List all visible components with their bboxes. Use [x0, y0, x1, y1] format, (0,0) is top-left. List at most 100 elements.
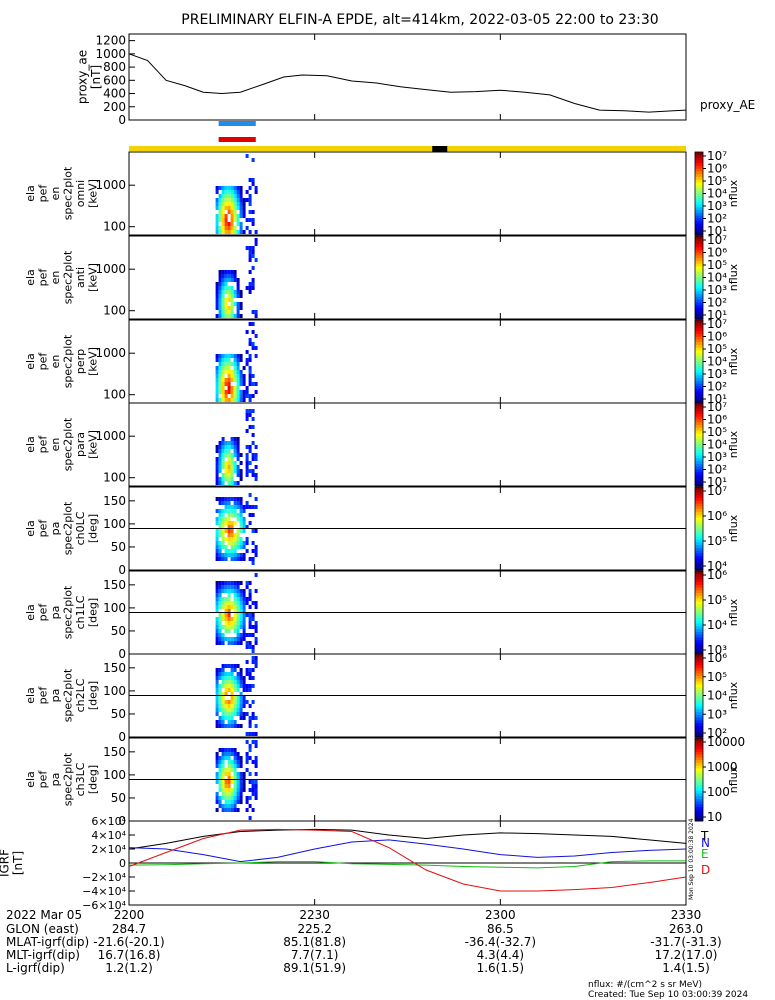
- spec-cell: [254, 186, 258, 190]
- colorbar-segment: [695, 450, 703, 454]
- spec-cell: [233, 386, 237, 390]
- spec-cell: [227, 700, 231, 704]
- colorbar-segment: [695, 687, 703, 691]
- spec-cell: [233, 226, 237, 230]
- spec-cell: [254, 724, 258, 728]
- spec-cell: [242, 617, 246, 621]
- spec-cell: [248, 286, 252, 290]
- spec-cell: [233, 210, 237, 214]
- spec-cell: [218, 696, 222, 700]
- spec-cell: [233, 684, 237, 688]
- spec-cell: [218, 517, 222, 521]
- spec-cell: [224, 449, 228, 453]
- colorbar-segment: [695, 358, 703, 362]
- spec-cell: [218, 186, 222, 190]
- spec-cell: [215, 314, 219, 318]
- spec-cell: [233, 708, 237, 712]
- colorbar-segment: [695, 776, 703, 780]
- colorbar-segment: [695, 765, 703, 769]
- colorbar-segment: [695, 601, 703, 605]
- colorbar-segment: [695, 221, 703, 225]
- spec-cell: [227, 796, 231, 800]
- spec-cell: [230, 437, 234, 441]
- spec-cell: [248, 282, 252, 286]
- spec-cell: [230, 310, 234, 314]
- spec-cell: [248, 613, 252, 617]
- spec-cell: [233, 230, 237, 234]
- colorbar-segment: [695, 564, 703, 568]
- spec-cell: [251, 541, 255, 545]
- colorbar-segment: [695, 487, 703, 491]
- spec-cell: [239, 453, 243, 457]
- spec-cell: [224, 537, 228, 541]
- spec-cell: [221, 441, 225, 445]
- colorbar-segment: [695, 397, 703, 401]
- spec-cell: [242, 545, 246, 549]
- spec-cell: [224, 724, 228, 728]
- spec-cell: [221, 306, 225, 310]
- colorbar-tick-label-4-2: 10⁵: [707, 534, 727, 548]
- igrf-panel: 6×10⁴4×10⁴2×10⁴0−2×10⁴−4×10⁴−6×10⁴IGRF[n…: [0, 815, 710, 912]
- spec-cell: [230, 796, 234, 800]
- spec-ylabel-4-line-4: ch0LC: [74, 511, 87, 545]
- spec-cell: [218, 776, 222, 780]
- spec-cell: [248, 816, 252, 820]
- spec-cell: [221, 521, 225, 525]
- spec-cell: [224, 461, 228, 465]
- spec-cell: [248, 342, 252, 346]
- spec-cell: [215, 808, 219, 812]
- spec-cell: [236, 202, 240, 206]
- colorbar-tick-label-3-4: 10³: [707, 450, 727, 464]
- spec-cell: [227, 210, 231, 214]
- spec-cell: [236, 605, 240, 609]
- spec-cell: [218, 716, 222, 720]
- spec-cell: [230, 274, 234, 278]
- spec-cell: [236, 688, 240, 692]
- spec-cell: [227, 704, 231, 708]
- spec-cell: [251, 210, 255, 214]
- spec-cell: [230, 760, 234, 764]
- spec-cell: [254, 473, 258, 477]
- spec-cell: [233, 378, 237, 382]
- spec-panel-7: 150100500elapefpaspec2plotch3LC[deg]1000…: [24, 735, 745, 828]
- spec-cell: [251, 557, 255, 561]
- proxy-ae-frame: [128, 33, 687, 121]
- colorbar-segment: [695, 547, 703, 552]
- spec-cell: [218, 398, 222, 402]
- spec-cell: [215, 521, 219, 525]
- spec-cell: [248, 780, 252, 784]
- spec-cell: [254, 716, 258, 720]
- spec-cell: [245, 190, 249, 194]
- spec-ylabel-7-line-2: pa: [49, 773, 62, 787]
- spec-cell: [236, 617, 240, 621]
- colorbar-segment: [695, 550, 703, 554]
- spec-cell: [239, 370, 243, 374]
- colorbar-segment: [695, 469, 703, 473]
- spec-cell: [245, 732, 249, 736]
- colorbar-segment: [695, 698, 703, 702]
- spec-cell: [251, 457, 255, 461]
- colorbar-segment: [695, 609, 703, 613]
- colorbar-segment: [695, 620, 703, 625]
- spec-cell: [221, 605, 225, 609]
- spec-cell: [254, 656, 258, 660]
- spec-cell: [239, 796, 243, 800]
- colorbar-segment: [695, 536, 703, 541]
- spec-cell: [245, 453, 249, 457]
- spec-cell: [218, 788, 222, 792]
- spec-cell: [239, 354, 243, 358]
- igrf-legend-N: N: [701, 836, 710, 850]
- spec-cell: [248, 394, 252, 398]
- spec-cell: [254, 764, 258, 768]
- spec-cell: [218, 314, 222, 318]
- colorbar-segment: [695, 587, 703, 591]
- spec-cell: [236, 788, 240, 792]
- spec-cell: [242, 688, 246, 692]
- spec-cell: [245, 752, 249, 756]
- spec-cell: [236, 449, 240, 453]
- spec-cell: [248, 398, 252, 402]
- spec-cell: [218, 601, 222, 605]
- spec-cell: [221, 222, 225, 226]
- spec-cell: [230, 306, 234, 310]
- colorbar-tick-label-6-2: 10⁴: [707, 689, 727, 703]
